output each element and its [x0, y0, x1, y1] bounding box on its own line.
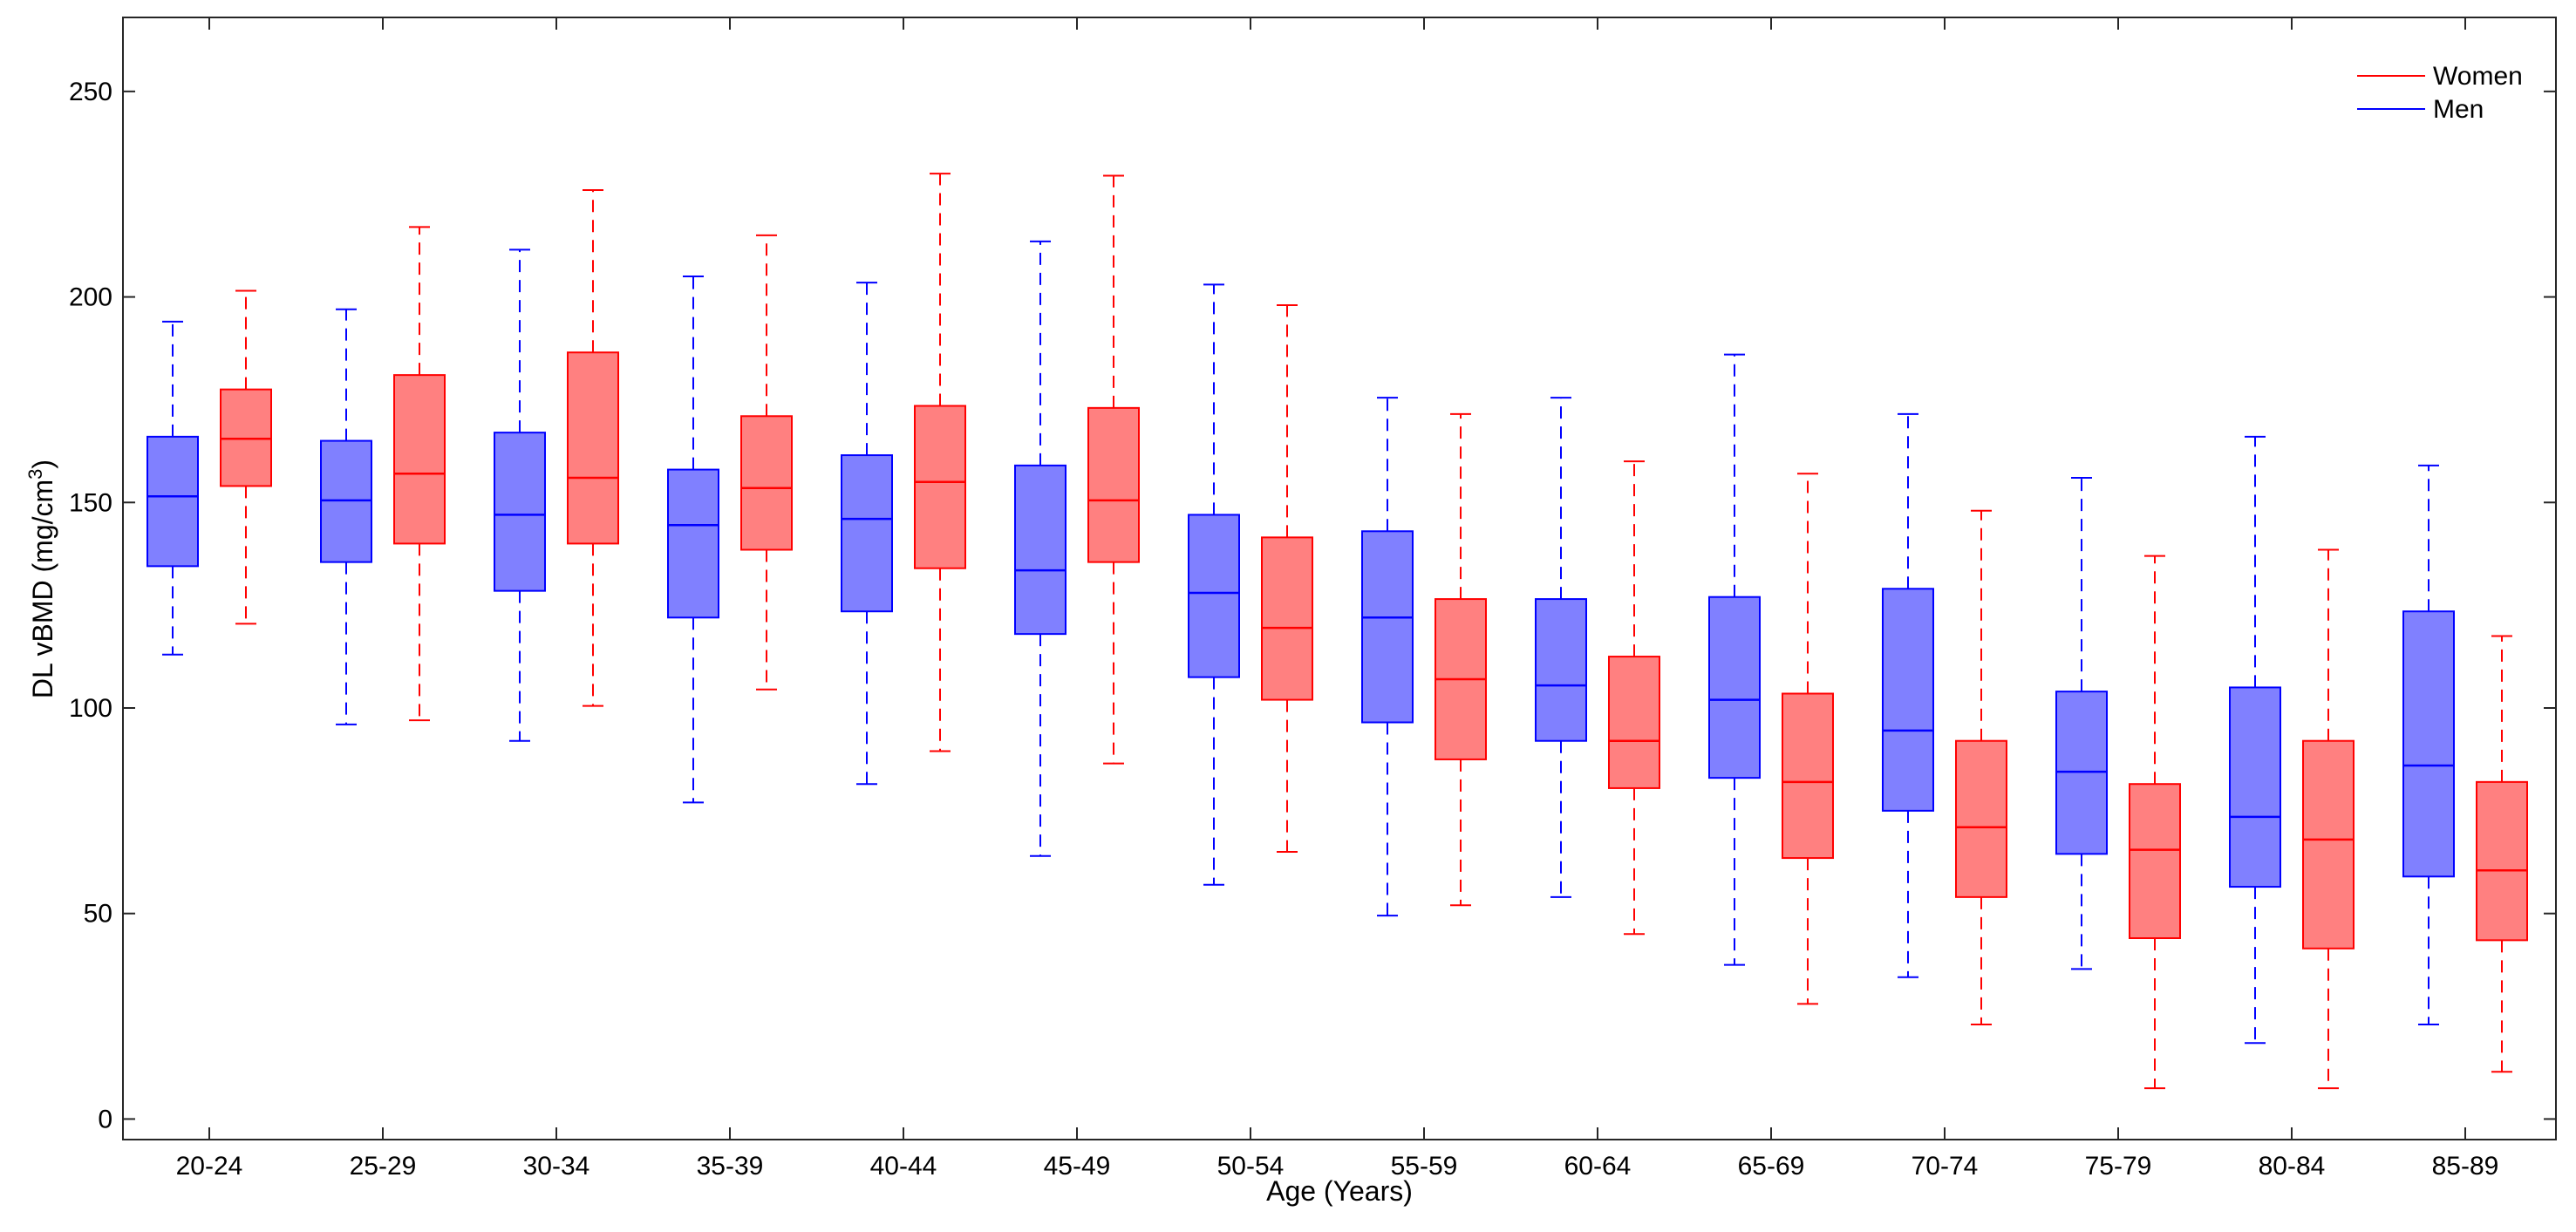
x-tick-label: 60-64	[1564, 1152, 1632, 1181]
men-iqr-box	[1535, 598, 1587, 742]
x-tick-label: 20-24	[176, 1152, 243, 1181]
x-tick-label: 40-44	[870, 1152, 937, 1181]
women-box-55-59	[1435, 412, 1487, 907]
x-tick-label: 35-39	[697, 1152, 764, 1181]
women-box-20-24	[220, 289, 272, 625]
x-tick-label: 30-34	[523, 1152, 590, 1181]
x-tick-label: 75-79	[2085, 1152, 2152, 1181]
x-tick-label: 45-49	[1044, 1152, 1111, 1181]
men-box-20-24	[147, 320, 199, 656]
men-iqr-box	[2402, 610, 2455, 878]
x-tick-label: 25-29	[350, 1152, 417, 1181]
y-axis-label-superscript: 3	[24, 469, 46, 480]
women-box-65-69	[1782, 473, 1834, 1005]
men-box-40-44	[841, 282, 893, 786]
y-tick-label: 100	[69, 694, 112, 723]
men-box-45-49	[1014, 240, 1067, 857]
y-tick-label: 200	[69, 283, 112, 312]
women-iqr-box	[1955, 739, 2007, 898]
men-box-70-74	[1882, 412, 1934, 978]
y-tick-label: 150	[69, 488, 112, 517]
women-iqr-box	[567, 351, 619, 545]
women-iqr-box	[740, 415, 793, 551]
men-iqr-box	[1361, 530, 1414, 724]
women-iqr-box	[914, 405, 966, 569]
women-box-50-54	[1261, 304, 1313, 853]
women-iqr-box	[1087, 406, 1140, 563]
men-box-25-29	[320, 308, 372, 725]
men-box-85-89	[2402, 464, 2455, 1025]
men-box-30-34	[494, 248, 546, 742]
women-box-60-64	[1608, 460, 1660, 936]
women-box-30-34	[567, 189, 619, 707]
women-box-45-49	[1087, 174, 1140, 765]
men-iqr-box	[1882, 588, 1934, 812]
x-tick-label: 70-74	[1912, 1152, 1979, 1181]
x-axis-label: Age (Years)	[1266, 1175, 1413, 1207]
women-iqr-box	[1261, 536, 1313, 701]
men-iqr-box	[667, 468, 719, 619]
legend-men-label: Men	[2433, 95, 2484, 124]
men-iqr-box	[1188, 514, 1240, 678]
y-axis-label-main: DL vBMD (mg/cm	[27, 480, 58, 698]
legend: Women Men	[2357, 62, 2523, 124]
men-box-50-54	[1188, 283, 1240, 886]
tick-labels: 0 50 100 150 200 250 20-24 25-29 30-34 35-39 40-44…	[69, 78, 2498, 1181]
men-box-60-64	[1535, 397, 1587, 898]
x-tick-label: 80-84	[2259, 1152, 2326, 1181]
x-tick-label: 85-89	[2432, 1152, 2499, 1181]
women-iqr-box	[2302, 739, 2355, 950]
men-iqr-box	[1708, 596, 1761, 779]
men-iqr-box	[2229, 686, 2281, 888]
y-tick-label: 250	[69, 78, 112, 106]
men-box-35-39	[667, 276, 719, 804]
y-axis-label-close: )	[27, 459, 58, 469]
women-iqr-box	[1782, 692, 1834, 860]
women-box-80-84	[2302, 548, 2355, 1090]
axis-ticks	[123, 17, 2556, 1140]
women-box-25-29	[393, 226, 446, 722]
men-box-75-79	[2055, 477, 2108, 970]
x-tick-label: 50-54	[1217, 1152, 1285, 1181]
women-box-35-39	[740, 234, 793, 691]
women-iqr-box	[1608, 656, 1660, 789]
women-box-75-79	[2129, 555, 2181, 1090]
women-iqr-box	[393, 374, 446, 545]
men-iqr-box	[147, 435, 199, 568]
x-tick-label: 65-69	[1738, 1152, 1805, 1181]
legend-women-label: Women	[2433, 62, 2523, 91]
plot-area	[123, 17, 2556, 1140]
women-iqr-box	[2476, 780, 2528, 942]
plot-frame	[122, 17, 2557, 1140]
y-tick-label: 0	[98, 1105, 112, 1133]
x-tick-label: 55-59	[1391, 1152, 1458, 1181]
men-iqr-box	[841, 454, 893, 613]
women-box-40-44	[914, 173, 966, 752]
men-iqr-box	[494, 432, 546, 592]
women-box-85-89	[2476, 635, 2528, 1073]
women-box-70-74	[1955, 509, 2007, 1025]
y-tick-label: 50	[84, 900, 112, 929]
men-box-55-59	[1361, 397, 1414, 917]
men-box-80-84	[2229, 435, 2281, 1045]
men-iqr-box	[1014, 464, 1067, 636]
women-iqr-box	[2129, 783, 2181, 940]
men-box-65-69	[1708, 353, 1761, 966]
box-series	[147, 173, 2528, 1090]
y-axis-label: DL vBMD (mg/cm3)	[24, 459, 58, 698]
